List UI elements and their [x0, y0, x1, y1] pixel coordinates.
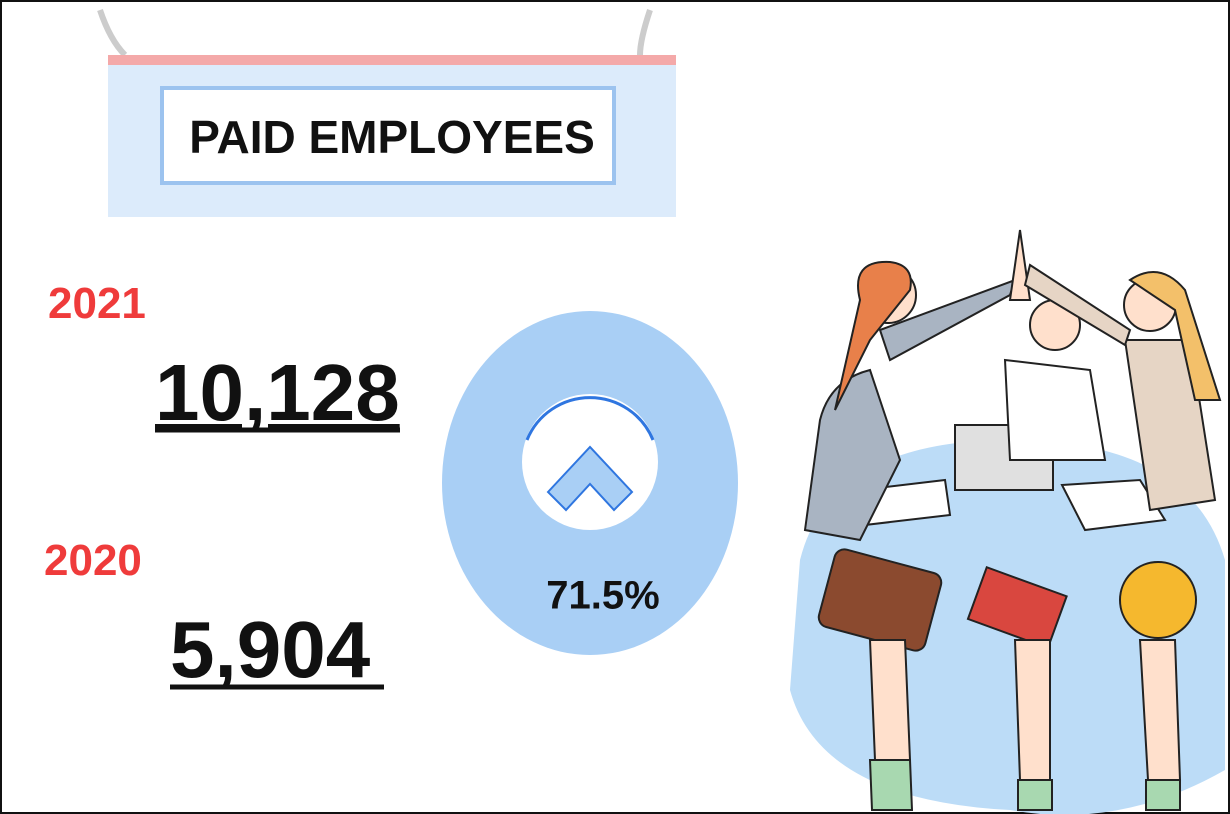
title: PAID EMPLOYEES — [189, 111, 595, 163]
year-label: 2021 — [48, 279, 146, 328]
year-label: 2020 — [44, 536, 142, 585]
illustration — [790, 229, 1225, 814]
stat-value: 5,904 — [170, 605, 371, 694]
change-badge: 71.5% — [442, 311, 738, 655]
change-label: 71.5% — [546, 574, 659, 618]
stat-value: 10,128 — [155, 348, 400, 437]
banner: PAID EMPLOYEES — [97, 9, 676, 217]
